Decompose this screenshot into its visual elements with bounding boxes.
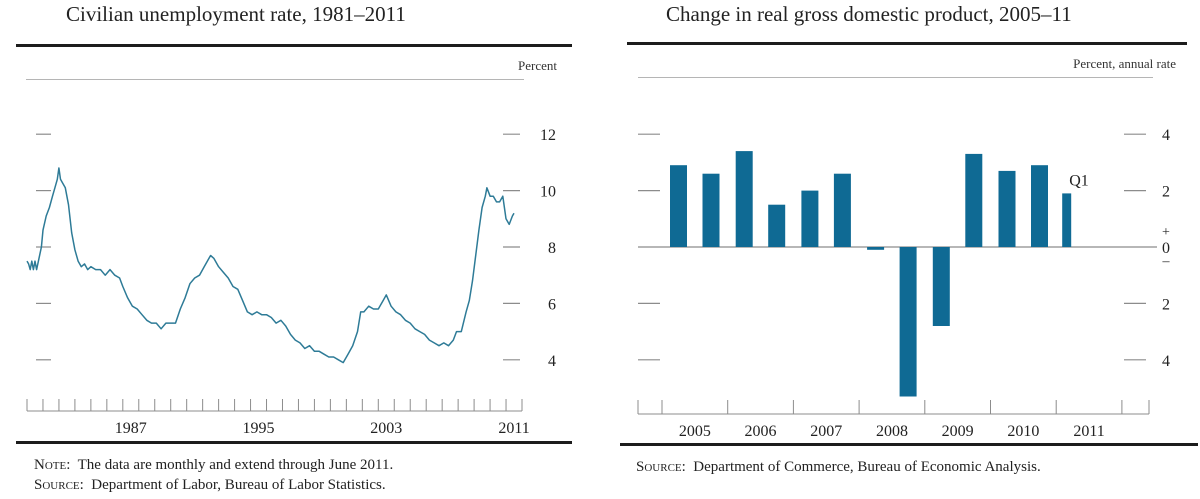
bottom-rule — [16, 441, 572, 444]
y-tick-label: 4 — [1162, 353, 1170, 370]
gdp-bar — [833, 173, 851, 247]
source-label: Source: — [34, 477, 84, 493]
unemployment-chart-title: Civilian unemployment rate, 1981–2011 — [66, 2, 406, 26]
gdp-bar — [768, 204, 786, 247]
y-tick-label: 4 — [548, 353, 556, 370]
axis-top-rule — [638, 77, 1153, 78]
gdp-bar — [801, 190, 819, 247]
gdp-bar — [867, 247, 885, 250]
gdp-bar — [702, 173, 720, 247]
x-tick-label: 1987 — [115, 420, 147, 437]
q1-annotation: Q1 — [1069, 172, 1089, 189]
gdp-bar-chart: 4 2 0 2 4 + – 2005 2006 2007 2008 2009 2010 2011 Q1 — [637, 127, 1171, 440]
unemployment-line-chart: 4 6 8 10 12 1987 1995 2003 2011 — [26, 127, 556, 437]
y-tick-label: 2 — [1162, 184, 1170, 201]
x-tick-label: 2005 — [679, 423, 711, 440]
gdp-bar — [998, 170, 1016, 247]
zero-minus-marker: – — [1162, 254, 1171, 269]
y-tick-label: 10 — [540, 184, 556, 201]
note-body: The data are monthly and extend through … — [77, 457, 394, 473]
gdp-chart-title: Change in real gross domestic product, 2… — [666, 2, 1072, 26]
y-tick-label: 6 — [548, 296, 556, 313]
x-tick-label: 2011 — [498, 420, 529, 437]
gdp-bar — [735, 151, 753, 247]
gdp-bar — [899, 247, 917, 397]
top-rule — [627, 42, 1187, 45]
source-text: Source: Department of Labor, Bureau of L… — [34, 475, 386, 495]
note-text: Note: The data are monthly and extend th… — [34, 455, 393, 475]
y-tick-label: 0 — [1162, 240, 1170, 257]
unemployment-rate-line — [26, 167, 515, 364]
bottom-rule — [620, 443, 1198, 446]
note-label: Note: — [34, 457, 71, 473]
source-label: Source: — [636, 459, 686, 475]
source-body: Department of Labor, Bureau of Labor Sta… — [91, 477, 386, 493]
y-tick-label: 12 — [540, 127, 556, 144]
gdp-bar — [1062, 193, 1072, 247]
x-tick-label: 2007 — [810, 423, 842, 440]
unemployment-chart-panel: Civilian unemployment rate, 1981–2011 Pe… — [16, 2, 572, 495]
gdp-bar — [965, 153, 983, 247]
gdp-chart-panel: Change in real gross domestic product, 2… — [600, 0, 1200, 499]
x-tick-label: 2003 — [370, 420, 402, 437]
source-text: Source: Department of Commerce, Bureau o… — [636, 457, 1041, 477]
x-tick-label: 2011 — [1073, 423, 1104, 440]
x-tick-label: 2009 — [942, 423, 974, 440]
unit-label: Percent — [518, 58, 557, 73]
x-tick-label: 2010 — [1007, 423, 1039, 440]
x-tick-label: 2008 — [876, 423, 908, 440]
y-tick-label: 4 — [1162, 127, 1170, 144]
unit-label: Percent, annual rate — [1073, 56, 1176, 71]
top-rule — [16, 44, 572, 47]
axis-top-rule — [26, 79, 524, 80]
y-tick-label: 8 — [548, 240, 556, 257]
x-tick-label: 2006 — [745, 423, 777, 440]
x-tick-label: 1995 — [243, 420, 275, 437]
gdp-bar — [1031, 165, 1048, 247]
y-tick-label: 2 — [1162, 296, 1170, 313]
zero-plus-marker: + — [1162, 225, 1170, 240]
gdp-bar — [670, 165, 687, 247]
gdp-bar — [932, 247, 950, 326]
source-body: Department of Commerce, Bureau of Econom… — [693, 459, 1041, 475]
